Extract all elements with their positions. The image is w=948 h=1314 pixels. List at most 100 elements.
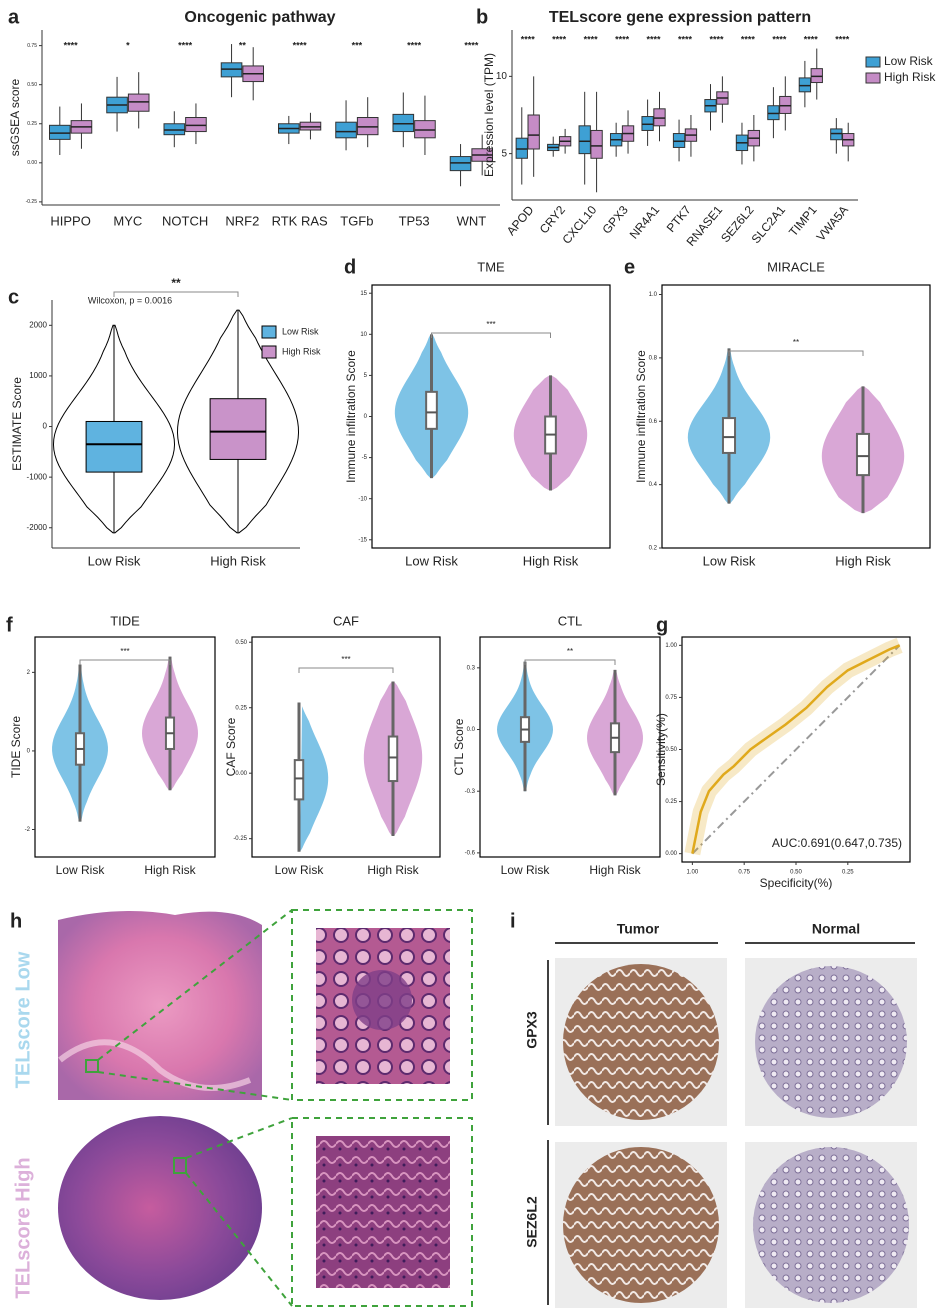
significance-bracket: [524, 659, 616, 665]
significance: ****: [293, 40, 308, 50]
x-tick-label: GPX3: [600, 203, 632, 237]
x-tick-label: TGFb: [340, 213, 373, 228]
y-tick-label: 15: [360, 291, 367, 297]
box: [810, 68, 823, 84]
box: [209, 398, 267, 460]
y-tick-label: -0.6: [465, 850, 476, 856]
y-axis-label: Immune infiltration Score: [634, 350, 648, 483]
column-label: Normal: [812, 921, 860, 937]
box: [392, 113, 415, 133]
box: [356, 117, 379, 136]
y-tick-label: 0.25: [665, 799, 677, 805]
panel-letter: a: [8, 6, 20, 28]
plot-frame: [661, 284, 931, 549]
y-tick-label: 5: [501, 148, 507, 159]
box: [578, 125, 591, 155]
significance: ****: [64, 40, 79, 50]
chart-title: MIRACLE: [767, 259, 825, 274]
x-tick-label: TP53: [399, 213, 430, 228]
x-tick-label: CRY2: [537, 203, 568, 237]
violin: [300, 706, 329, 852]
box: [220, 62, 243, 78]
box: [590, 129, 603, 159]
legend-swatch: [261, 325, 277, 339]
significance: ****: [835, 34, 850, 44]
panel-letter: i: [510, 910, 516, 932]
x-tick-label: VWA5A: [814, 203, 851, 244]
y-tick-label: 2000: [29, 320, 47, 329]
x-tick-label: RTK RAS: [272, 213, 328, 228]
y-axis-label: Immune infiltration Score: [344, 350, 358, 483]
x-tick-label: High Risk: [210, 553, 266, 568]
y-tick-label: 0.6: [649, 419, 658, 425]
significance: ***: [486, 320, 495, 329]
y-tick-label: 0.00: [27, 160, 37, 166]
box: [48, 124, 71, 140]
x-tick-label: HIPPO: [50, 213, 90, 228]
chart-title: TELscore gene expression pattern: [549, 9, 811, 26]
significance: ****: [772, 34, 787, 44]
x-tick-label: MYC: [113, 213, 142, 228]
y-tick-label: -0.25: [233, 836, 247, 842]
y-axis-label: TIDE Score: [9, 716, 23, 778]
chart-title: TME: [477, 259, 505, 274]
x-tick-label: Low Risk: [56, 863, 106, 877]
y-axis-label: ESTIMATE Score: [10, 377, 24, 471]
y-tick-label: 1.00: [665, 643, 677, 649]
y-tick-label: 0.4: [649, 482, 658, 488]
significance: ***: [120, 647, 129, 656]
significance: ****: [552, 34, 567, 44]
plot-frame: [34, 636, 216, 858]
legend-label: High Risk: [884, 70, 936, 84]
box: [767, 105, 780, 121]
legend-swatch: [865, 72, 881, 84]
significance-bracket: [79, 659, 171, 665]
row-label: GPX3: [524, 1011, 540, 1049]
x-tick-label: NOTCH: [162, 213, 208, 228]
significance: **: [793, 338, 799, 347]
y-axis-label: CAF Score: [224, 717, 238, 776]
significance: ***: [352, 40, 363, 50]
chart-title: CTL: [558, 613, 583, 628]
x-tick-label: Low Risk: [501, 863, 551, 877]
panel-letter: b: [476, 6, 488, 28]
plot-frame: [251, 636, 441, 858]
significance: *: [126, 40, 130, 50]
significance: ****: [709, 34, 724, 44]
y-tick-label: 0.25: [235, 705, 247, 711]
box: [653, 108, 666, 127]
y-tick-label: -0.25: [26, 199, 38, 205]
chart-title: Oncogenic pathway: [184, 9, 335, 26]
box: [798, 77, 812, 93]
legend-label: Low Risk: [884, 54, 934, 68]
y-tick-label: 0.0: [467, 727, 476, 733]
x-tick-label: 0.25: [842, 870, 854, 876]
y-tick-label: 2: [27, 670, 31, 676]
x-tick-label: 0.75: [738, 870, 750, 876]
significance: ****: [678, 34, 693, 44]
y-tick-label: 0.2: [649, 546, 658, 552]
panel-letter: e: [624, 256, 635, 278]
y-axis-label: CTL Score: [452, 718, 466, 775]
chart-title: TIDE: [110, 613, 140, 628]
y-tick-label: 0.00: [235, 771, 247, 777]
box: [449, 156, 472, 172]
y-tick-label: 0.75: [27, 43, 37, 49]
x-tick-label: High Risk: [589, 863, 641, 877]
x-tick-label: High Risk: [523, 553, 579, 568]
chart-title: CAF: [333, 613, 359, 628]
y-tick-label: -15: [358, 537, 367, 543]
ihc-images: [547, 942, 917, 1308]
significance: ****: [615, 34, 630, 44]
panel-letter: d: [344, 256, 356, 278]
box: [527, 114, 540, 150]
legend-label: High Risk: [282, 346, 321, 356]
y-tick-label: 0.3: [467, 665, 476, 671]
y-axis-label: ssGSEA score: [8, 79, 22, 157]
y-tick-label: 0.00: [665, 851, 677, 857]
x-tick-label: 1.00: [687, 870, 699, 876]
x-tick-label: NRF2: [225, 213, 259, 228]
box: [672, 133, 686, 148]
x-axis-label: Specificity(%): [760, 876, 833, 890]
